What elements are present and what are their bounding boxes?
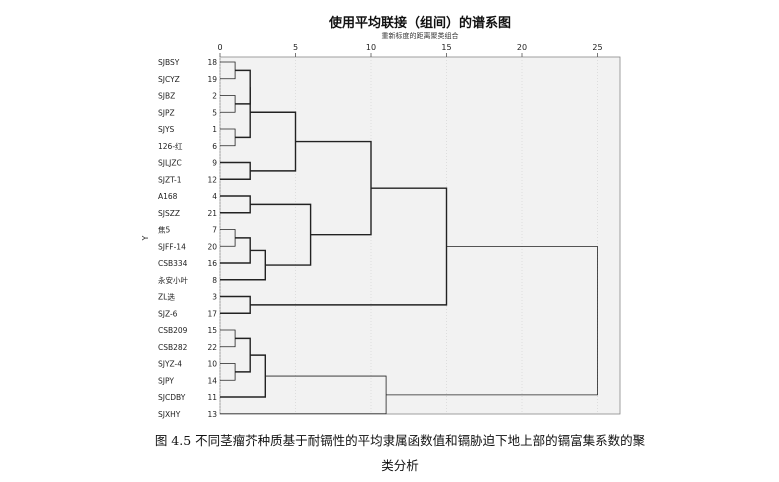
x-tick-label: 5 <box>293 43 298 52</box>
leaf-labels: SJBSY 18 SJCYZ 19 SJBZ 2 SJPZ 5 SJYS 1 126-红 6 SJLJZ… <box>158 58 217 419</box>
leaf-label: SJZT-1 <box>158 175 182 184</box>
figure-caption-line-1: 图 4.5 不同茎瘤芥种质基于耐镉性的平均隶属函数值和镉胁迫下地上部的镉富集系数… <box>154 433 646 448</box>
leaf-id: 15 <box>207 326 217 335</box>
dendrogram-link <box>235 87 251 139</box>
leaf-id: 2 <box>212 92 217 101</box>
leaf-id: 8 <box>212 276 217 285</box>
x-tick-label: 15 <box>441 43 451 52</box>
leaf-label: CSB334 <box>158 259 188 268</box>
x-tick-label: 25 <box>592 43 602 52</box>
leaf-label: SJYS <box>158 125 175 134</box>
leaf-id: 13 <box>207 410 217 419</box>
leaf-id: 6 <box>212 142 217 151</box>
leaf-label: SJZ-6 <box>158 309 178 318</box>
plot-background <box>219 56 621 415</box>
chart-subtitle: 重新标度的距离聚类组合 <box>381 32 459 40</box>
leaf-label: ZL选 <box>158 292 175 302</box>
leaf-id: 3 <box>212 293 217 302</box>
leaf-id: 10 <box>207 360 217 369</box>
figure-caption-line-2: 类分析 <box>381 458 419 473</box>
leaf-id: 4 <box>212 192 217 201</box>
leaf-label: SJCDBY <box>158 393 186 402</box>
leaf-id: 21 <box>207 209 217 218</box>
leaf-label: SJPZ <box>158 108 175 117</box>
leaf-id: 1 <box>212 125 217 134</box>
leaf-label: 永安小叶 <box>158 275 188 285</box>
leaf-label: SJYZ-4 <box>158 360 182 369</box>
leaf-id: 19 <box>207 75 217 84</box>
leaf-id: 17 <box>207 309 217 318</box>
leaf-id: 20 <box>207 242 217 251</box>
leaf-id: 7 <box>212 226 217 235</box>
leaf-id: 22 <box>207 343 217 352</box>
chart-title: 使用平均联接（组间）的谱系图 <box>328 16 511 31</box>
leaf-label: SJSZZ <box>158 209 180 218</box>
leaf-label: SJFF-14 <box>158 242 186 251</box>
leaf-label: 焦5 <box>158 225 170 235</box>
leaf-label: SJLJZC <box>158 159 182 168</box>
x-tick-label: 10 <box>366 43 376 52</box>
leaf-id: 14 <box>207 376 217 385</box>
leaf-label: A168 <box>158 192 178 201</box>
leaf-id: 16 <box>207 259 217 268</box>
leaf-id: 12 <box>207 175 217 184</box>
leaf-label: CSB282 <box>158 343 188 352</box>
x-tick-label: 0 <box>217 43 222 52</box>
x-tick-label: 20 <box>517 43 527 52</box>
leaf-label: SJBSY <box>158 58 180 67</box>
leaf-label: 126-红 <box>158 141 183 151</box>
leaf-label: CSB209 <box>158 326 188 335</box>
leaf-id: 5 <box>212 108 217 117</box>
leaf-id: 9 <box>212 159 217 168</box>
leaf-id: 11 <box>207 393 217 402</box>
leaf-id: 18 <box>207 58 217 67</box>
leaf-label: SJBZ <box>158 92 175 101</box>
dendrogram-link <box>386 246 598 396</box>
leaf-label: SJXHY <box>158 410 181 419</box>
y-axis-label: Y <box>141 235 150 241</box>
leaf-label: SJCYZ <box>158 75 180 84</box>
leaf-label: SJPY <box>158 376 174 385</box>
dendrogram-links <box>220 61 598 415</box>
